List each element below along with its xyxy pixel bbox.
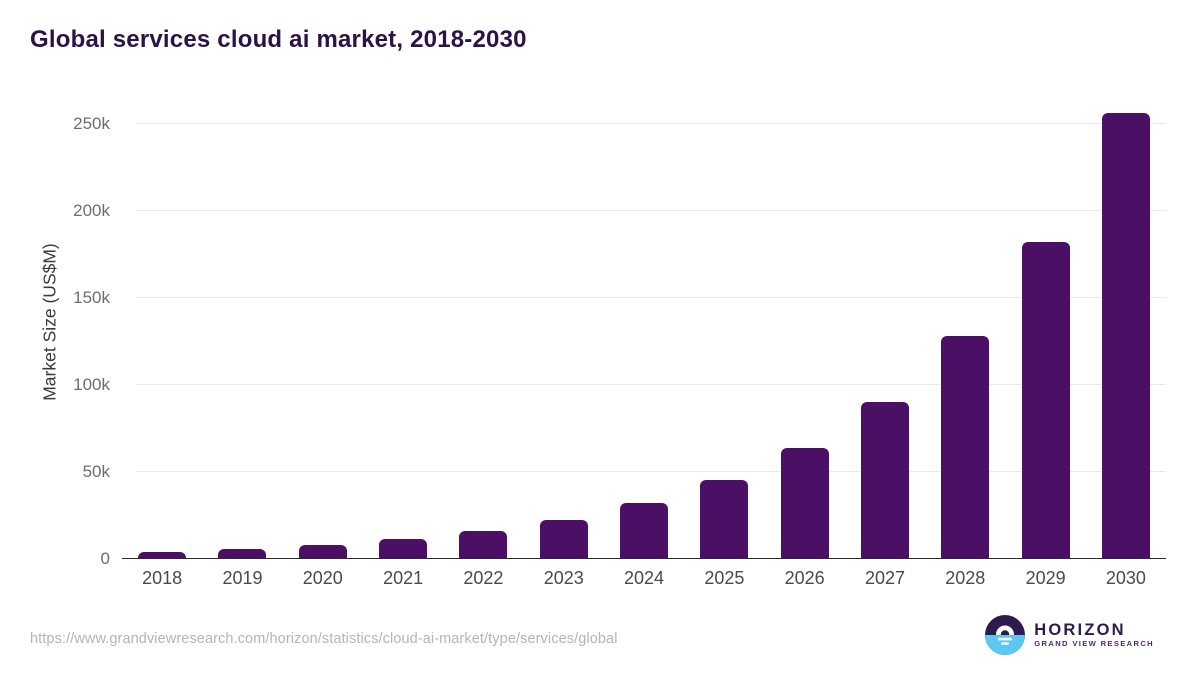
x-axis-line bbox=[122, 557, 1166, 560]
bar-2020 bbox=[298, 545, 347, 559]
gridline bbox=[136, 123, 1166, 124]
gridline bbox=[136, 210, 1166, 211]
x-tick-label-2025: 2025 bbox=[704, 568, 745, 588]
x-tick-label-2019: 2019 bbox=[222, 568, 263, 588]
x-tick-label-2020: 2020 bbox=[302, 568, 343, 588]
bar-2019 bbox=[218, 549, 267, 559]
x-tick-label-2021: 2021 bbox=[383, 568, 424, 588]
plot-area bbox=[122, 100, 1166, 559]
horizon-sunset-icon bbox=[985, 615, 1026, 655]
logo-subtitle: GRAND VIEW RESEARCH bbox=[1034, 639, 1154, 648]
logo-text-block: HORIZON GRAND VIEW RESEARCH bbox=[1034, 622, 1154, 648]
bar-column-2024 bbox=[604, 100, 684, 559]
bar-column-2029 bbox=[1005, 100, 1085, 559]
gridline bbox=[136, 297, 1166, 298]
source-url: https://www.grandviewresearch.com/horizo… bbox=[30, 631, 618, 647]
x-tick-label-2028: 2028 bbox=[945, 568, 986, 588]
bar-2025 bbox=[700, 480, 749, 559]
bar-column-2030 bbox=[1086, 100, 1166, 559]
x-tick-label-2029: 2029 bbox=[1025, 568, 1066, 588]
bar-column-2021 bbox=[363, 100, 443, 559]
bar-column-2027 bbox=[845, 100, 925, 559]
bar-column-2026 bbox=[765, 100, 845, 559]
x-tick-label-2027: 2027 bbox=[864, 568, 905, 588]
x-tick-label-2030: 2030 bbox=[1105, 568, 1146, 588]
bar-2027 bbox=[860, 401, 909, 559]
bar-2026 bbox=[780, 447, 829, 559]
x-tick-label-2018: 2018 bbox=[142, 568, 183, 588]
x-tick-label-2026: 2026 bbox=[784, 568, 825, 588]
chart-title: Global services cloud ai market, 2018-20… bbox=[30, 26, 527, 53]
x-tick-label-2024: 2024 bbox=[624, 568, 665, 588]
y-tick-label: 50k bbox=[82, 462, 110, 481]
x-tick-label-2023: 2023 bbox=[543, 568, 584, 588]
x-axis-tick-labels: 2018 2019 2020 2021 2022 2023 2024 2025 2026 2027… bbox=[122, 568, 1166, 589]
bar-column-2025 bbox=[684, 100, 764, 559]
bar-series bbox=[122, 100, 1166, 559]
bar-column-2020 bbox=[283, 100, 363, 559]
horizon-logo: HORIZON GRAND VIEW RESEARCH bbox=[985, 615, 1154, 655]
bar-2030 bbox=[1101, 112, 1150, 559]
gridline bbox=[136, 384, 1166, 385]
y-tick-label: 150k bbox=[73, 288, 110, 307]
logo-name: HORIZON bbox=[1034, 621, 1126, 639]
bar-2021 bbox=[379, 539, 428, 559]
bar-column-2019 bbox=[202, 100, 282, 559]
bar-2022 bbox=[459, 531, 508, 559]
bar-column-2028 bbox=[925, 100, 1005, 559]
bar-2028 bbox=[941, 336, 990, 559]
y-tick-label: 100k bbox=[73, 375, 110, 394]
bar-column-2022 bbox=[443, 100, 523, 559]
bar-column-2023 bbox=[524, 100, 604, 559]
bar-2023 bbox=[539, 519, 588, 559]
bar-2024 bbox=[620, 503, 669, 559]
y-axis-tick-labels: 0 50k 100k 150k 200k 250k bbox=[0, 100, 110, 568]
x-tick-label-2022: 2022 bbox=[463, 568, 504, 588]
gridline bbox=[136, 471, 1166, 472]
y-tick-label: 0 bbox=[100, 549, 110, 568]
bar-2029 bbox=[1021, 242, 1070, 559]
bar-2018 bbox=[138, 552, 187, 559]
y-tick-label: 200k bbox=[73, 201, 110, 220]
bar-column-2018 bbox=[122, 100, 202, 559]
y-tick-label: 250k bbox=[73, 114, 110, 133]
